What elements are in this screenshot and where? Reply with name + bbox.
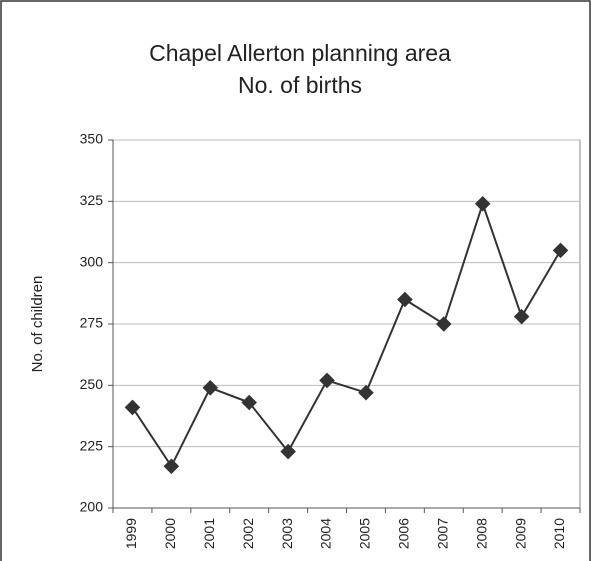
y-tick-label: 250	[80, 376, 104, 392]
x-tick-label: 2007	[434, 518, 450, 549]
marker	[124, 399, 141, 416]
y-tick-label: 325	[80, 192, 104, 208]
x-tick-label: 2002	[240, 518, 256, 549]
y-tick-label: 275	[80, 315, 104, 331]
x-tick-label: 2000	[162, 518, 178, 549]
y-tick-label: 200	[80, 499, 104, 515]
chart-title: Chapel Allerton planning area	[149, 40, 451, 66]
x-tick-label: 2008	[473, 518, 489, 549]
marker	[552, 242, 569, 259]
marker	[163, 458, 180, 475]
y-tick-label: 300	[80, 253, 104, 269]
marker	[474, 196, 491, 212]
marker	[202, 380, 219, 396]
line	[131, 200, 562, 469]
y-axis-label: No. of children	[29, 276, 46, 373]
marker	[241, 394, 257, 411]
x-tick-label: 2009	[512, 518, 528, 549]
y-tick-label: 225	[80, 437, 104, 453]
x-tick-label: 2005	[357, 518, 373, 549]
x-tick-label: 2001	[201, 518, 217, 549]
y-tick-label: 350	[80, 131, 104, 147]
x-tick-label: 2003	[279, 518, 295, 549]
x-tick-label: 2010	[551, 518, 567, 549]
chart-title: No. of births	[238, 72, 362, 98]
x-tick-label: 2004	[318, 518, 334, 549]
x-tick-label: 2006	[396, 518, 412, 549]
x-tick-label: 1999	[123, 518, 139, 549]
